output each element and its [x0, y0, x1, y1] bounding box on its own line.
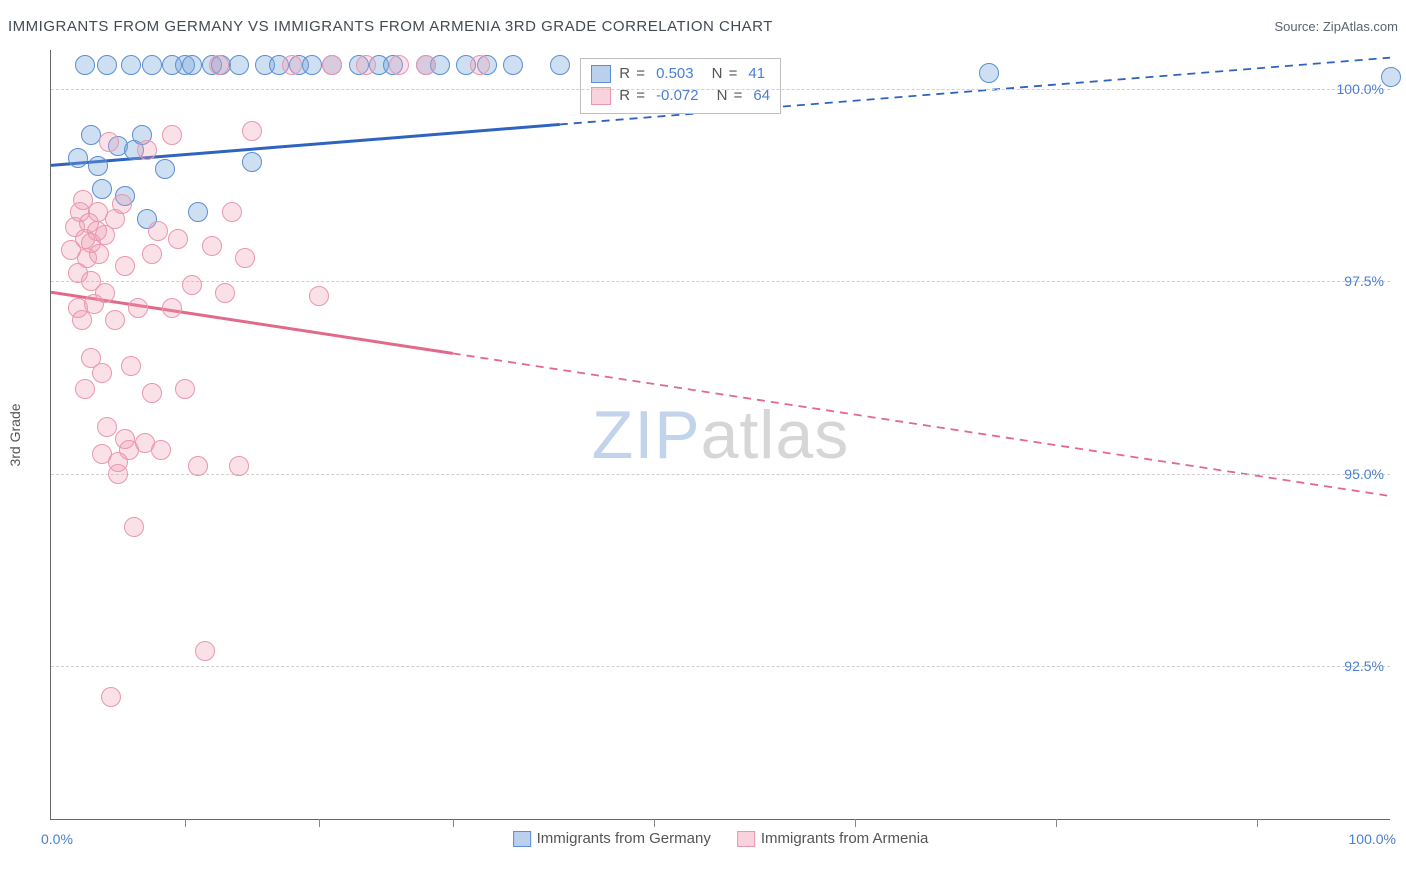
bottom-legend-item-germany: Immigrants from Germany: [513, 830, 711, 847]
scatter-point-armenia: [182, 275, 202, 295]
y-tick-label: 100.0%: [1337, 81, 1384, 97]
source-credit: Source: ZipAtlas.com: [1274, 19, 1398, 34]
scatter-point-armenia: [215, 283, 235, 303]
scatter-point-armenia: [209, 55, 229, 75]
source-name: ZipAtlas.com: [1323, 19, 1398, 34]
y-tick-label: 92.5%: [1344, 658, 1384, 674]
scatter-point-armenia: [115, 256, 135, 276]
stats-legend: R = 0.503 N = 41 R = -0.072 N = 64: [580, 58, 781, 114]
scatter-point-germany: [155, 159, 175, 179]
scatter-point-armenia: [235, 248, 255, 268]
watermark: ZIPatlas: [592, 396, 849, 474]
scatter-point-armenia: [128, 298, 148, 318]
x-tick: [1056, 819, 1057, 827]
scatter-point-germany: [242, 152, 262, 172]
grid-line: [51, 474, 1390, 475]
scatter-point-armenia: [309, 286, 329, 306]
stats-legend-row-germany: R = 0.503 N = 41: [591, 63, 770, 85]
scatter-point-armenia: [75, 379, 95, 399]
x-tick: [654, 819, 655, 827]
scatter-point-armenia: [142, 383, 162, 403]
bottom-legend: Immigrants from Germany Immigrants from …: [513, 830, 929, 847]
scatter-point-germany: [188, 202, 208, 222]
chart-title: IMMIGRANTS FROM GERMANY VS IMMIGRANTS FR…: [8, 18, 773, 35]
scatter-point-armenia: [470, 55, 490, 75]
scatter-point-armenia: [162, 298, 182, 318]
x-tick: [453, 819, 454, 827]
x-axis-start-label: 0.0%: [41, 831, 73, 847]
legend-swatch-blue: [591, 65, 611, 83]
watermark-atlas: atlas: [701, 397, 850, 473]
scatter-point-germany: [1381, 67, 1401, 87]
scatter-point-germany: [92, 179, 112, 199]
scatter-point-armenia: [175, 379, 195, 399]
y-tick-label: 97.5%: [1344, 273, 1384, 289]
x-tick: [855, 819, 856, 827]
scatter-point-armenia: [151, 440, 171, 460]
scatter-point-armenia: [112, 194, 132, 214]
grid-line: [51, 281, 1390, 282]
trend-line-dashed-armenia: [453, 353, 1390, 496]
y-tick-label: 95.0%: [1344, 466, 1384, 482]
legend-swatch-blue-icon: [513, 831, 531, 847]
scatter-point-armenia: [105, 310, 125, 330]
scatter-point-armenia: [222, 202, 242, 222]
scatter-point-armenia: [322, 55, 342, 75]
scatter-point-germany: [121, 55, 141, 75]
legend-r-value-germany: 0.503: [656, 63, 694, 85]
scatter-point-germany: [97, 55, 117, 75]
scatter-point-armenia: [148, 221, 168, 241]
grid-line: [51, 666, 1390, 667]
scatter-point-armenia: [416, 55, 436, 75]
scatter-point-armenia: [101, 687, 121, 707]
scatter-point-armenia: [195, 641, 215, 661]
x-tick: [185, 819, 186, 827]
y-axis-label: 3rd Grade: [7, 403, 23, 466]
scatter-point-armenia: [142, 244, 162, 264]
scatter-point-germany: [88, 156, 108, 176]
scatter-point-armenia: [137, 140, 157, 160]
scatter-point-armenia: [356, 55, 376, 75]
bottom-legend-label-germany: Immigrants from Germany: [537, 830, 711, 847]
scatter-point-germany: [302, 55, 322, 75]
scatter-point-armenia: [121, 356, 141, 376]
scatter-point-germany: [503, 55, 523, 75]
x-tick: [319, 819, 320, 827]
scatter-point-germany: [68, 148, 88, 168]
scatter-point-armenia: [229, 456, 249, 476]
scatter-point-germany: [979, 63, 999, 83]
scatter-point-armenia: [389, 55, 409, 75]
legend-r-label: R =: [619, 63, 646, 85]
scatter-point-armenia: [124, 517, 144, 537]
scatter-point-germany: [182, 55, 202, 75]
legend-swatch-pink-icon: [737, 831, 755, 847]
bottom-legend-item-armenia: Immigrants from Armenia: [737, 830, 929, 847]
scatter-point-armenia: [92, 363, 112, 383]
x-axis-end-label: 100.0%: [1349, 831, 1396, 847]
scatter-point-armenia: [97, 417, 117, 437]
scatter-point-armenia: [95, 283, 115, 303]
scatter-point-armenia: [89, 244, 109, 264]
bottom-legend-label-armenia: Immigrants from Armenia: [761, 830, 929, 847]
scatter-point-germany: [550, 55, 570, 75]
legend-n-label: N =: [712, 63, 739, 85]
source-label: Source:: [1274, 19, 1322, 34]
scatter-point-armenia: [168, 229, 188, 249]
title-bar: IMMIGRANTS FROM GERMANY VS IMMIGRANTS FR…: [8, 10, 1398, 42]
scatter-point-armenia: [99, 132, 119, 152]
scatter-point-armenia: [188, 456, 208, 476]
scatter-point-armenia: [162, 125, 182, 145]
x-tick: [1257, 819, 1258, 827]
legend-n-value-germany: 41: [748, 63, 765, 85]
scatter-point-armenia: [282, 55, 302, 75]
scatter-point-germany: [142, 55, 162, 75]
scatter-point-armenia: [242, 121, 262, 141]
watermark-zip: ZIP: [592, 397, 701, 473]
scatter-point-germany: [75, 55, 95, 75]
plot-area: 3rd Grade ZIPatlas R = 0.503 N = 41 R = …: [50, 50, 1390, 820]
scatter-point-germany: [229, 55, 249, 75]
grid-line: [51, 89, 1390, 90]
scatter-point-armenia: [202, 236, 222, 256]
